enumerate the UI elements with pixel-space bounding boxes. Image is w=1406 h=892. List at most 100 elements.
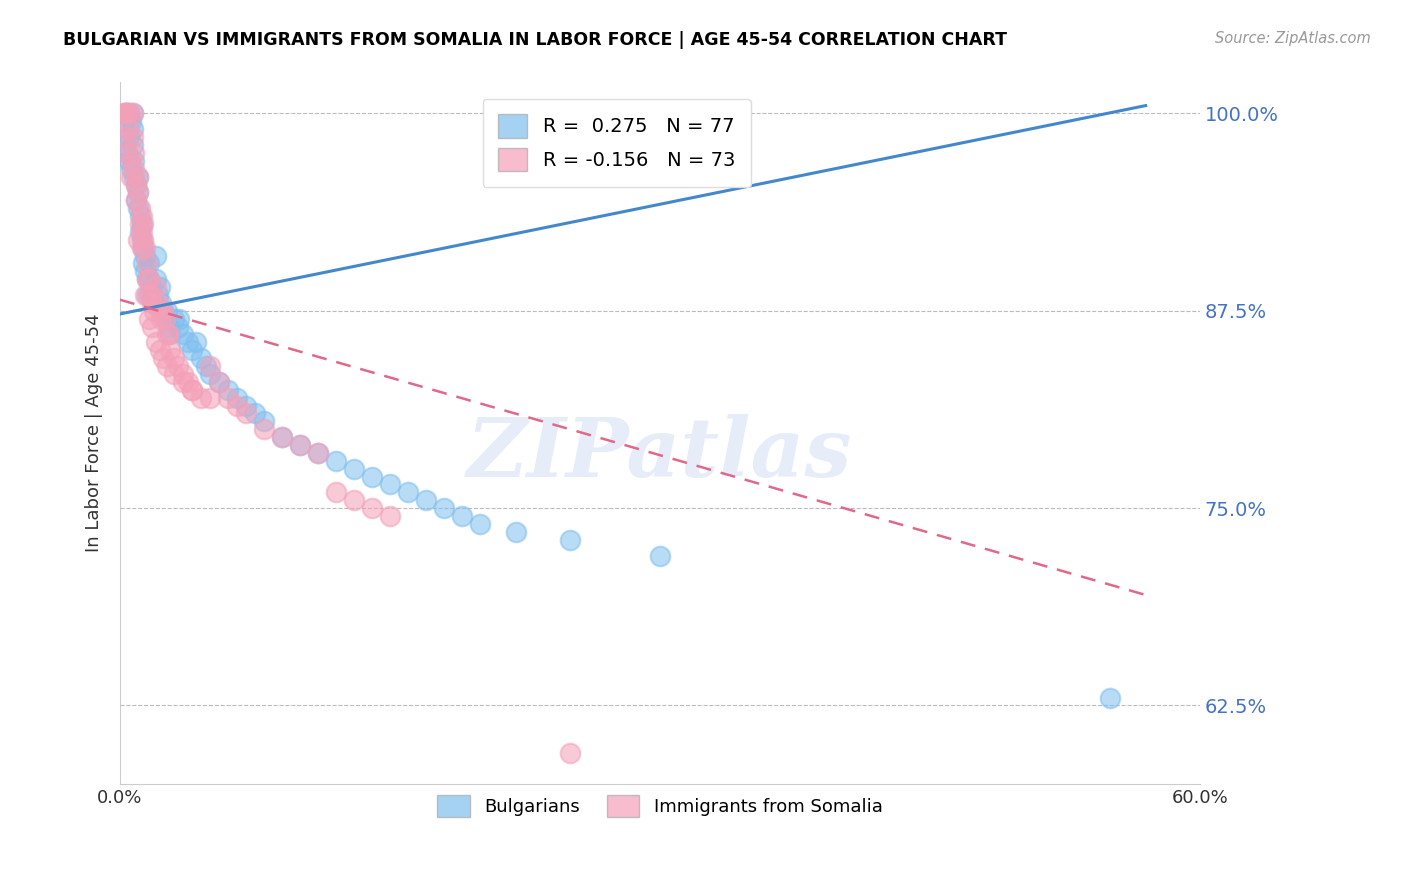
Point xyxy=(112,114,135,128)
Point xyxy=(143,296,166,310)
Point xyxy=(163,367,186,381)
Point xyxy=(181,343,204,358)
Point xyxy=(190,391,212,405)
Point xyxy=(118,153,141,168)
Point xyxy=(141,319,163,334)
Point xyxy=(125,178,148,192)
Point xyxy=(121,106,143,120)
Point xyxy=(114,130,136,145)
Point xyxy=(288,438,311,452)
Point xyxy=(136,256,159,270)
Point xyxy=(128,201,150,215)
Point xyxy=(378,477,401,491)
Point xyxy=(157,319,180,334)
Point xyxy=(145,272,167,286)
Point xyxy=(195,359,218,373)
Point xyxy=(125,194,148,208)
Point xyxy=(131,209,153,223)
Point xyxy=(148,280,170,294)
Point xyxy=(450,509,472,524)
Point xyxy=(136,272,159,286)
Point xyxy=(415,493,437,508)
Point xyxy=(118,106,141,120)
Point xyxy=(134,264,156,278)
Point xyxy=(208,375,231,389)
Point xyxy=(128,209,150,223)
Y-axis label: In Labor Force | Age 45-54: In Labor Force | Age 45-54 xyxy=(86,314,103,552)
Point xyxy=(124,145,146,160)
Point xyxy=(134,288,156,302)
Point xyxy=(153,311,176,326)
Point xyxy=(121,130,143,145)
Point xyxy=(217,391,239,405)
Point xyxy=(166,319,188,334)
Point xyxy=(433,501,456,516)
Point xyxy=(226,391,249,405)
Point xyxy=(127,186,149,200)
Point xyxy=(325,454,347,468)
Point xyxy=(127,169,149,184)
Point xyxy=(115,145,138,160)
Point xyxy=(378,509,401,524)
Point xyxy=(134,249,156,263)
Point xyxy=(163,351,186,366)
Point xyxy=(648,549,671,563)
Point xyxy=(145,280,167,294)
Point xyxy=(127,201,149,215)
Point xyxy=(271,430,294,444)
Point xyxy=(145,249,167,263)
Point xyxy=(143,303,166,318)
Point xyxy=(361,501,384,516)
Point xyxy=(396,485,419,500)
Point xyxy=(114,106,136,120)
Point xyxy=(136,288,159,302)
Point xyxy=(127,233,149,247)
Point xyxy=(150,311,173,326)
Point xyxy=(156,327,179,342)
Point xyxy=(139,280,162,294)
Point xyxy=(131,241,153,255)
Point xyxy=(125,178,148,192)
Point xyxy=(121,106,143,120)
Point xyxy=(226,399,249,413)
Point xyxy=(148,343,170,358)
Point xyxy=(558,746,581,760)
Point xyxy=(505,524,527,539)
Point xyxy=(118,130,141,145)
Point xyxy=(468,516,491,531)
Point xyxy=(120,169,142,184)
Point xyxy=(190,351,212,366)
Text: ZIPatlas: ZIPatlas xyxy=(467,414,852,494)
Point xyxy=(112,106,135,120)
Point xyxy=(172,375,194,389)
Point xyxy=(131,233,153,247)
Point xyxy=(235,399,257,413)
Point xyxy=(128,225,150,239)
Point xyxy=(208,375,231,389)
Point xyxy=(288,438,311,452)
Point xyxy=(146,296,169,310)
Point xyxy=(235,406,257,420)
Point xyxy=(115,106,138,120)
Point xyxy=(121,138,143,153)
Point xyxy=(138,311,160,326)
Point xyxy=(152,303,174,318)
Text: BULGARIAN VS IMMIGRANTS FROM SOMALIA IN LABOR FORCE | AGE 45-54 CORRELATION CHAR: BULGARIAN VS IMMIGRANTS FROM SOMALIA IN … xyxy=(63,31,1007,49)
Point xyxy=(243,406,266,420)
Point xyxy=(132,217,155,231)
Point xyxy=(125,194,148,208)
Point xyxy=(325,485,347,500)
Point xyxy=(152,351,174,366)
Point xyxy=(307,446,329,460)
Point xyxy=(141,296,163,310)
Point xyxy=(128,217,150,231)
Point xyxy=(114,106,136,120)
Point xyxy=(172,367,194,381)
Point xyxy=(217,383,239,397)
Point xyxy=(156,303,179,318)
Point xyxy=(120,161,142,176)
Point xyxy=(343,493,366,508)
Point xyxy=(198,359,221,373)
Point xyxy=(141,288,163,302)
Point xyxy=(124,161,146,176)
